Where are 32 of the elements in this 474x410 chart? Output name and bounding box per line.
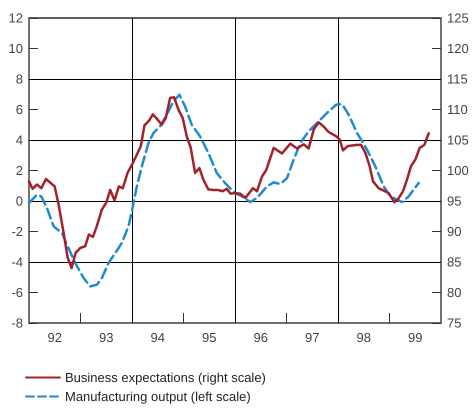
x-tick-label: 99 (408, 330, 422, 345)
y2-tick-label: 80 (447, 285, 462, 300)
y-tick-label: 12 (8, 10, 23, 26)
y-tick-label: 10 (8, 41, 23, 56)
y2-tick-label: 95 (447, 194, 462, 208)
y2-tick-label: 105 (447, 132, 469, 148)
y-tick-label: 6 (16, 102, 23, 117)
y-tick-label: -8 (11, 316, 23, 330)
x-tick-label: 98 (356, 330, 371, 345)
y-tick-label: 8 (16, 72, 23, 86)
x-tick-label: 92 (48, 330, 62, 345)
y2-tick-label: 115 (447, 72, 468, 86)
y2-tick-label: 100 (447, 163, 469, 178)
y2-tick-label: 120 (447, 41, 469, 56)
y2-tick-label: 110 (447, 102, 468, 117)
legend-label: Business expectations (right scale) (65, 370, 266, 385)
x-tick-label: 95 (202, 330, 216, 345)
x-tick-label: 93 (99, 330, 114, 345)
y2-tick-label: 125 (447, 10, 469, 26)
legend-label: Manufacturing output (left scale) (65, 389, 251, 404)
x-tick-label: 96 (254, 330, 268, 345)
y-tick-label: -2 (11, 224, 23, 239)
y-tick-label: 4 (16, 132, 23, 148)
x-tick-label: 97 (305, 330, 320, 345)
y-tick-label: 2 (16, 163, 23, 178)
y-tick-label: 0 (16, 194, 23, 208)
y2-tick-label: 85 (447, 254, 462, 270)
x-tick-label: 94 (150, 330, 165, 345)
y2-tick-label: 75 (447, 316, 462, 330)
y2-tick-label: 90 (447, 224, 462, 239)
y-tick-label: -6 (11, 285, 23, 300)
y-tick-label: -4 (11, 254, 23, 270)
